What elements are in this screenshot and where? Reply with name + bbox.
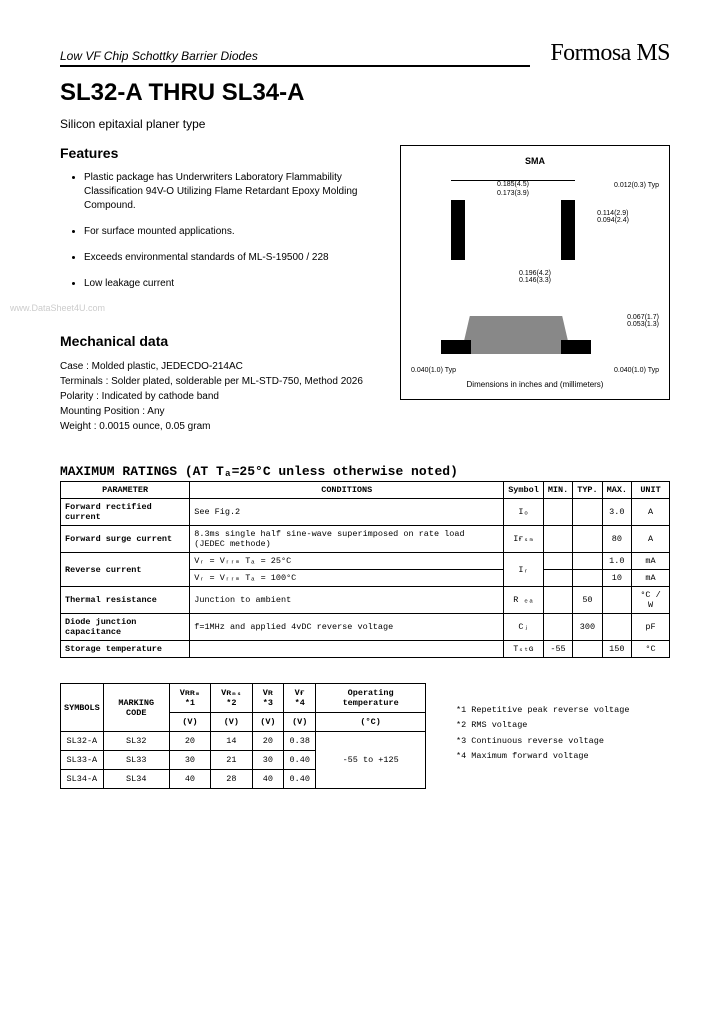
category-label: Low VF Chip Schottky Barrier Diodes [60,49,530,67]
feature-item: Exceeds environmental standards of ML-S-… [84,251,380,265]
table-row: Forward surge current 8.3ms single half … [61,526,670,553]
watermark-text: www.DataSheet4U.com [10,303,380,313]
footnote: *2 RMS voltage [456,718,629,733]
col-header: MAX. [602,482,631,499]
ratings-heading: MAXIMUM RATINGS (AT Tₐ=25°C unless other… [60,464,670,479]
footnote: *3 Continuous reverse voltage [456,734,629,749]
mech-line: Case : Molded plastic, JEDECDO-214AC [60,359,380,374]
parts-table-wrap: SYMBOLS MARKING CODE Vʀʀₘ *1 Vʀₘₛ *2 Vʀ … [60,683,670,789]
ratings-table: PARAMETER CONDITIONS Symbol MIN. TYP. MA… [60,481,670,658]
content-row: Features Plastic package has Underwriter… [60,145,670,434]
col-header: TYP. [573,482,602,499]
mechanical-body: Case : Molded plastic, JEDECDO-214AC Ter… [60,359,380,434]
table-header-row: SYMBOLS MARKING CODE Vʀʀₘ *1 Vʀₘₛ *2 Vʀ … [61,684,426,713]
dimension-text: 0.185(4.5) [451,180,575,188]
diagram-label: SMA [411,156,659,166]
diagram-caption: Dimensions in inches and (millimeters) [411,380,659,389]
col-header: MIN. [543,482,572,499]
dimension-text: 0.040(1.0) Typ [411,367,456,374]
mech-line: Mounting Position : Any [60,404,380,419]
parts-table: SYMBOLS MARKING CODE Vʀʀₘ *1 Vʀₘₛ *2 Vʀ … [60,683,426,789]
mech-line: Polarity : Indicated by cathode band [60,389,380,404]
dimension-text: 0.173(3.9) [451,190,575,197]
page-header: Low VF Chip Schottky Barrier Diodes Form… [60,40,670,67]
dimension-text: 0.040(1.0) Typ [614,367,659,374]
col-header: PARAMETER [61,482,190,499]
mechanical-heading: Mechanical data [60,333,380,349]
terminal-shape [451,200,465,260]
table-header-row: PARAMETER CONDITIONS Symbol MIN. TYP. MA… [61,482,670,499]
feature-item: For surface mounted applications. [84,225,380,239]
dimension-text: 0.114(2.9) 0.094(2.4) [597,210,629,224]
features-list: Plastic package has Underwriters Laborat… [60,171,380,291]
table-row: SL32-A SL32 20 14 20 0.38 -55 to +125 [61,732,426,751]
col-header: Symbol [504,482,544,499]
brand-logo: Formosa MS [550,40,670,67]
col-header: UNIT [632,482,670,499]
left-column: Features Plastic package has Underwriter… [60,145,380,434]
mech-line: Weight : 0.0015 ounce, 0.05 gram [60,419,380,434]
pad-shape [561,340,591,354]
feature-item: Plastic package has Underwriters Laborat… [84,171,380,213]
mech-line: Terminals : Solder plated, solderable pe… [60,374,380,389]
part-title: SL32-A THRU SL34-A [60,79,670,107]
terminal-shape [561,200,575,260]
diagram-top-view: 0.185(4.5) 0.173(3.9) 0.114(2.9) 0.094(2… [411,170,659,270]
dimension-text: 0.196(4.2) 0.146(3.3) [411,270,659,284]
right-column: SMA 0.185(4.5) 0.173(3.9) 0.114(2.9) 0.0… [400,145,670,434]
features-heading: Features [60,145,380,161]
footnote: *4 Maximum forward voltage [456,749,629,764]
table-row: Storage temperature Tₛₜɢ -55 150 °C [61,641,670,658]
table-row: Thermal resistance Junction to ambient R… [61,587,670,614]
dimension-text: 0.012(0.3) Typ [614,182,659,189]
part-subtitle: Silicon epitaxial planer type [60,117,670,131]
table-row: Reverse current Vᵣ = Vᵣᵣₘ Tₐ = 25°C Iᵣ 1… [61,553,670,570]
package-diagram: SMA 0.185(4.5) 0.173(3.9) 0.114(2.9) 0.0… [400,145,670,400]
datasheet-page: Low VF Chip Schottky Barrier Diodes Form… [0,0,720,829]
body-shape [461,316,571,354]
pad-shape [441,340,471,354]
table-row: Forward rectified current See Fig.2 Iₒ 3… [61,499,670,526]
feature-item: Low leakage current [84,277,380,291]
diagram-side-view: 0.067(1.7) 0.053(1.3) 0.040(1.0) Typ 0.0… [411,294,659,374]
table-row: Diode junction capacitance f=1MHz and ap… [61,614,670,641]
col-header: CONDITIONS [190,482,504,499]
footnote: *1 Repetitive peak reverse voltage [456,703,629,718]
dimension-text: 0.067(1.7) 0.053(1.3) [627,314,659,328]
footnotes: *1 Repetitive peak reverse voltage *2 RM… [456,683,629,764]
